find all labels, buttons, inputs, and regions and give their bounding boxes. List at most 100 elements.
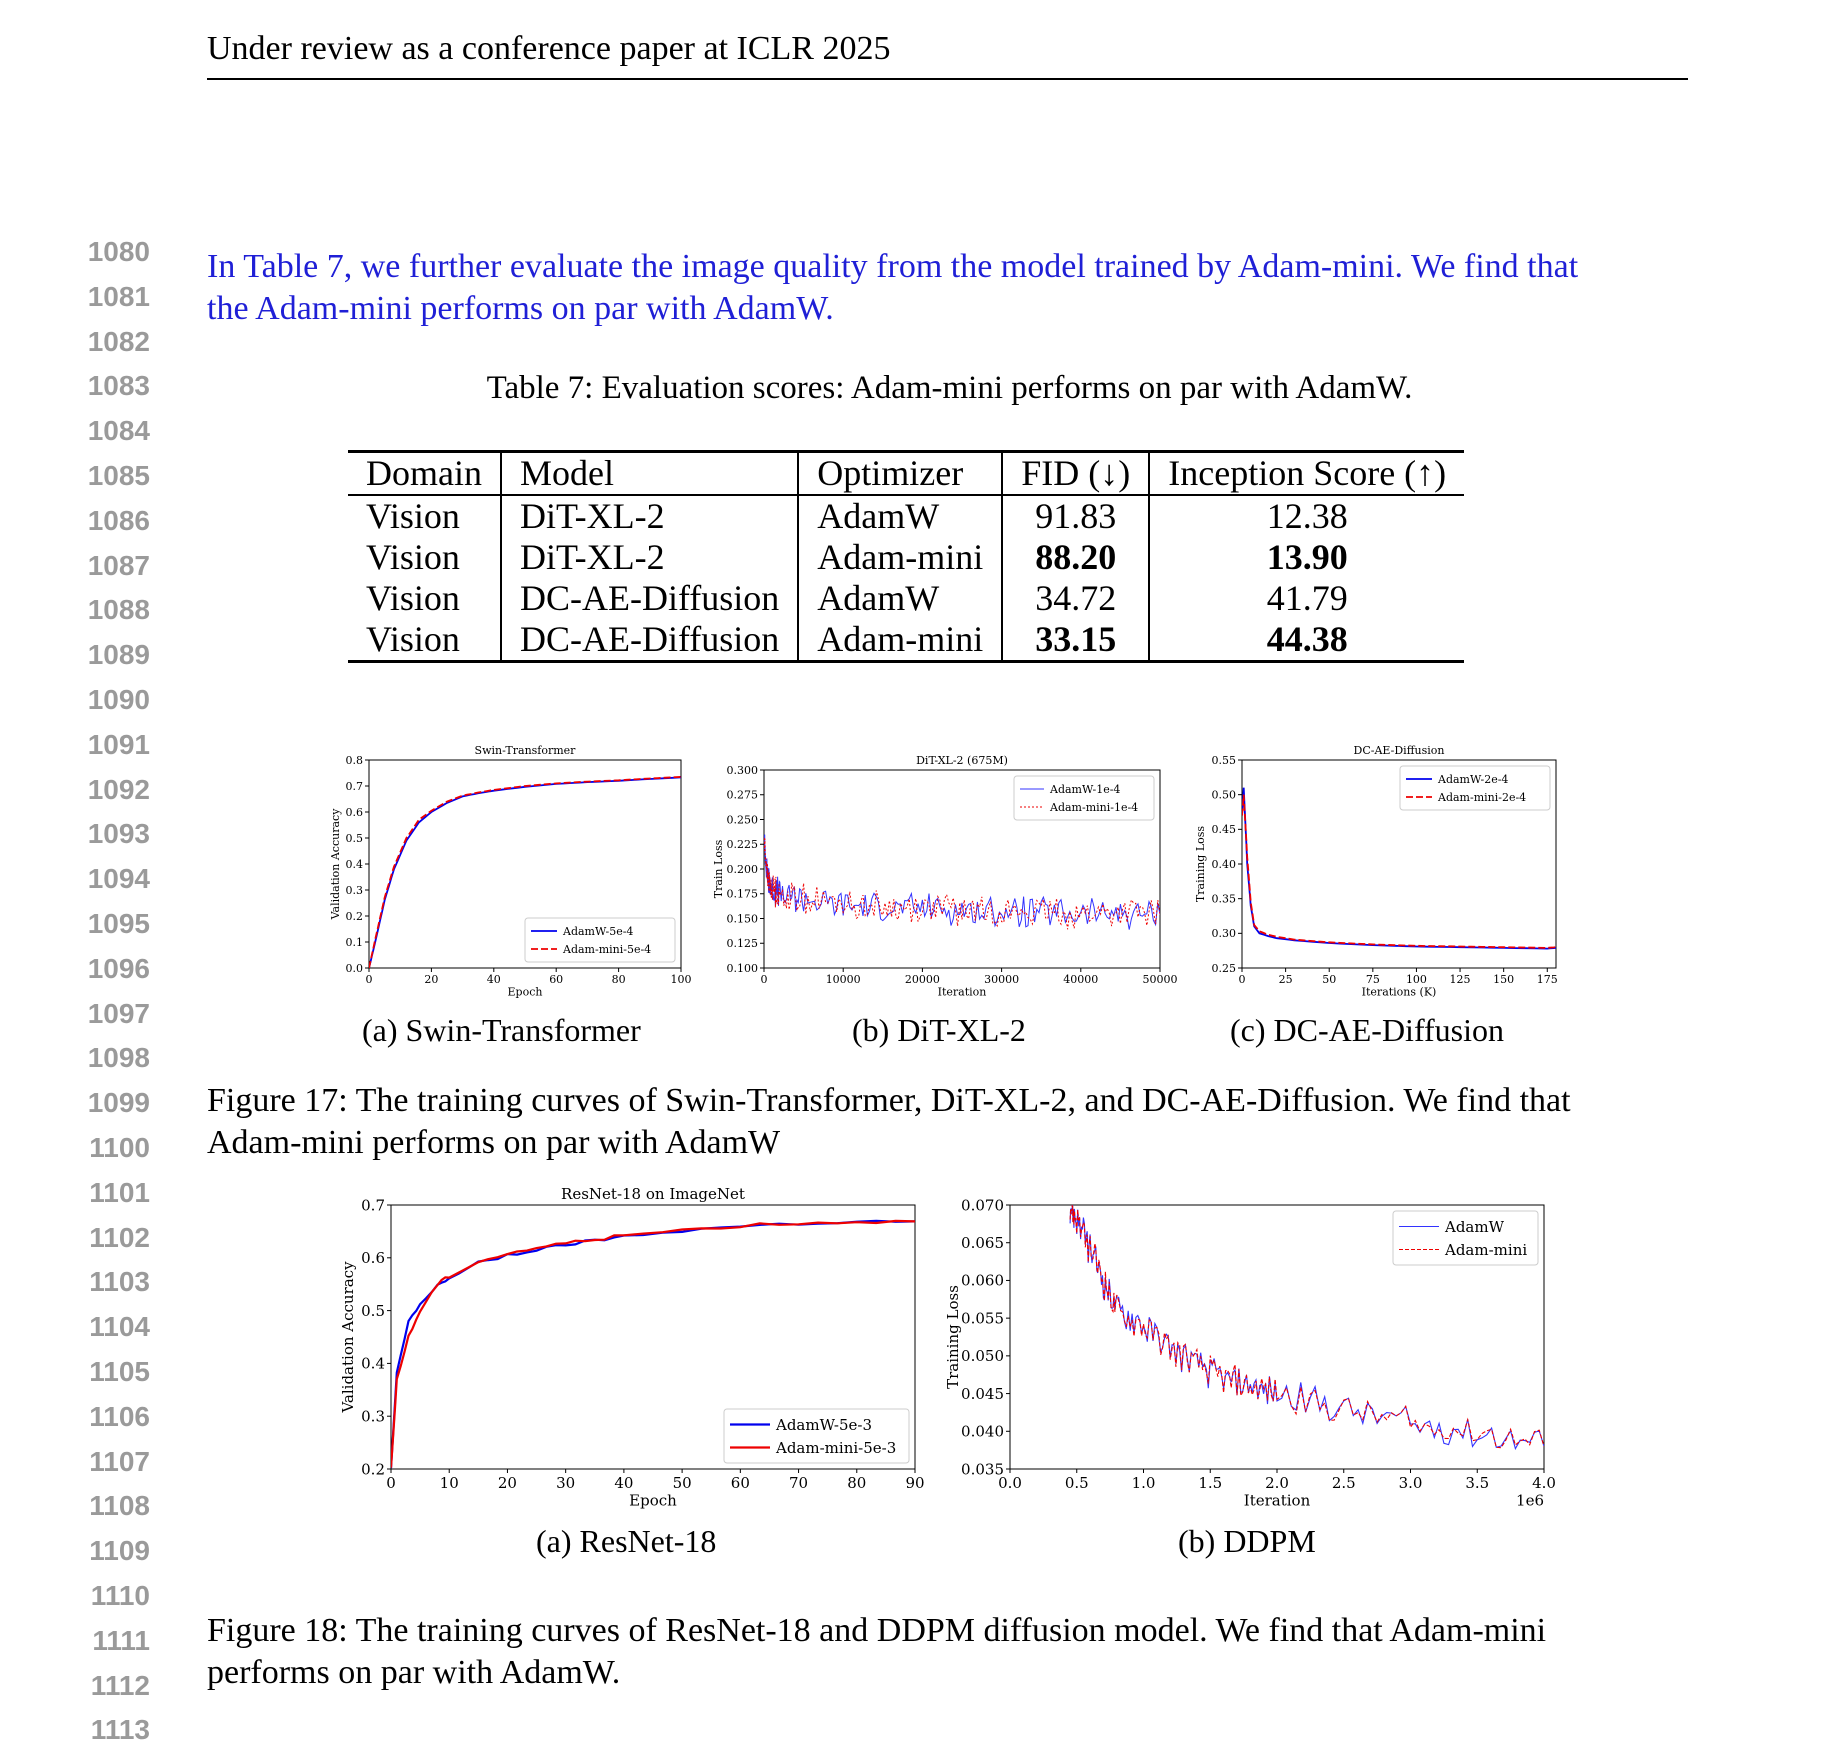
- y-axis-label: Training Loss: [944, 1285, 962, 1389]
- line-number: 1087: [87, 549, 150, 581]
- chart-title: DC-AE-Diffusion: [1354, 744, 1445, 757]
- x-tick-label: 0: [1239, 973, 1246, 986]
- cell-domain: Vision: [348, 495, 502, 537]
- line-number: 1083: [87, 370, 150, 402]
- y-tick-label: 0.1: [346, 936, 364, 949]
- fig17-caption-line-1: Figure 17: The training curves of Swin-T…: [207, 1082, 1571, 1119]
- x-tick-label: 175: [1537, 973, 1558, 986]
- chart-title: Swin-Transformer: [475, 744, 577, 757]
- y-tick-label: 0.7: [346, 780, 364, 793]
- x-axis-label: Epoch: [629, 1491, 677, 1509]
- chart-title: DiT-XL-2 (675M): [916, 754, 1008, 767]
- x-tick-label: 25: [1279, 973, 1293, 986]
- series-line-adam-mini-2e-4: [1242, 794, 1556, 949]
- series-line-adamw-1e-4: [764, 834, 1160, 930]
- fig17-subcaption-a: (a) Swin-Transformer: [362, 1012, 641, 1048]
- x-tick-label: 90: [905, 1474, 924, 1492]
- line-number: 1095: [87, 907, 150, 939]
- x-tick-label: 1.0: [1132, 1474, 1156, 1492]
- x-tick-label: 40: [614, 1474, 633, 1492]
- y-tick-label: 0.4: [361, 1355, 385, 1373]
- cell-optimizer: Adam-mini: [798, 537, 1004, 578]
- y-tick-label: 0.45: [1212, 823, 1237, 836]
- y-tick-label: 0.035: [961, 1460, 1004, 1478]
- x-tick-label: 100: [1406, 973, 1427, 986]
- table-header-row: Domain Model Optimizer FID (↓) Inception…: [348, 451, 1465, 495]
- y-tick-label: 0.070: [961, 1196, 1004, 1214]
- y-tick-label: 0.50: [1212, 789, 1237, 802]
- y-tick-label: 0.125: [727, 937, 759, 950]
- y-tick-label: 0.175: [727, 888, 759, 901]
- x-tick-label: 0: [761, 973, 768, 986]
- y-tick-label: 0.300: [727, 764, 759, 777]
- x-tick-label: 20: [424, 973, 438, 986]
- legend: [1399, 765, 1551, 811]
- fig18-caption: Figure 18: The training curves of ResNet…: [207, 1610, 1692, 1694]
- table-row: Vision DiT-XL-2 AdamW 91.83 12.38: [348, 495, 1464, 537]
- x-axis-label: Epoch: [508, 986, 543, 999]
- x-tick-label: 20: [498, 1474, 517, 1492]
- line-number: 1081: [87, 280, 150, 312]
- legend-entry: Adam-mini-5e-4: [562, 943, 651, 956]
- line-number: 1097: [87, 997, 150, 1029]
- x-tick-label: 0: [366, 973, 373, 986]
- y-tick-label: 0.30: [1212, 927, 1237, 940]
- x-tick-label: 10: [440, 1474, 459, 1492]
- line-number: 1086: [87, 504, 150, 536]
- x-axis-label: Iteration: [938, 986, 987, 999]
- intro-line-1: In Table 7, we further evaluate the imag…: [207, 248, 1579, 285]
- chart-resnet-18: ResNet-18 on ImageNet 0 10 20 30 40 50 60 70 80 90…: [339, 1185, 925, 1509]
- chart-title: ResNet-18 on ImageNet: [561, 1185, 745, 1203]
- x-axis-label: Iterations (K): [1362, 986, 1437, 999]
- x-tick-label: 3.0: [1399, 1474, 1423, 1492]
- x-tick-label: 0.5: [1065, 1474, 1089, 1492]
- chart-ddpm: 0.0 0.5 1.0 1.5 2.0 2.5 3.0 3.5 4.0 0.035 0.040 0.0…: [944, 1196, 1556, 1509]
- line-number: 1099: [87, 1087, 150, 1119]
- header-model: Model: [500, 451, 800, 495]
- y-tick-label: 0.40: [1212, 858, 1237, 871]
- x-tick-label: 2.5: [1332, 1474, 1356, 1492]
- series-line-adamw-2e-4: [1242, 787, 1556, 950]
- chart-swin-transformer: Swin-Transformer 0 20 40 60 80 100 0.0 0.1 0.2 0.3…: [329, 744, 692, 999]
- fig17-subcaption-b: (b) DiT-XL-2: [852, 1012, 1026, 1048]
- line-number: 1093: [87, 818, 150, 850]
- line-number: 1109: [89, 1535, 150, 1567]
- y-tick-label: 0.3: [346, 884, 364, 897]
- x-tick-label: 150: [1493, 973, 1514, 986]
- legend-entry: AdamW: [1444, 1218, 1505, 1236]
- y-tick-label: 0.4: [346, 858, 364, 871]
- line-number: 1088: [87, 594, 150, 626]
- y-tick-label: 0.200: [727, 863, 759, 876]
- line-number: 1091: [87, 728, 150, 760]
- x-tick-label: 80: [612, 973, 626, 986]
- table-row: Vision DC-AE-Diffusion AdamW 34.72 41.79: [348, 578, 1464, 619]
- y-tick-label: 0.6: [361, 1249, 385, 1267]
- y-tick-label: 0.150: [727, 912, 759, 925]
- y-tick-label: 0.2: [361, 1460, 385, 1478]
- cell-is: 12.38: [1266, 496, 1348, 536]
- x-tick-label: 75: [1366, 973, 1380, 986]
- line-number: 1112: [90, 1669, 150, 1701]
- y-tick-label: 0.25: [1212, 962, 1237, 975]
- line-numbers: 1080 1081 1082 1083 1084 1085 1086 1087 1088 1089…: [60, 230, 150, 1753]
- line-number: 1100: [89, 1131, 150, 1163]
- legend-entry: AdamW-2e-4: [1437, 773, 1508, 786]
- x-tick-label: 0: [386, 1474, 396, 1492]
- cell-fid: 34.72: [1002, 578, 1151, 619]
- legend: [524, 917, 676, 963]
- cell-optimizer: AdamW: [798, 495, 1004, 537]
- cell-is: 13.90: [1266, 537, 1348, 577]
- fig18-caption-line-1: Figure 18: The training curves of ResNet…: [207, 1612, 1547, 1649]
- line-number: 1094: [87, 863, 150, 895]
- fig18-caption-line-2: performs on par with AdamW.: [207, 1654, 621, 1691]
- fig18-subcaption-a: (a) ResNet-18: [536, 1523, 717, 1559]
- y-tick-label: 0.040: [961, 1423, 1004, 1441]
- legend-entry: Adam-mini: [1444, 1241, 1527, 1259]
- legend: [1013, 775, 1155, 821]
- fig18-subcaption-b: (b) DDPM: [1178, 1523, 1316, 1559]
- cell-domain: Vision: [348, 578, 502, 619]
- cell-is: 41.79: [1266, 578, 1348, 618]
- x-tick-label: 100: [671, 973, 692, 986]
- line-number: 1089: [87, 639, 150, 671]
- line-number: 1104: [89, 1311, 150, 1343]
